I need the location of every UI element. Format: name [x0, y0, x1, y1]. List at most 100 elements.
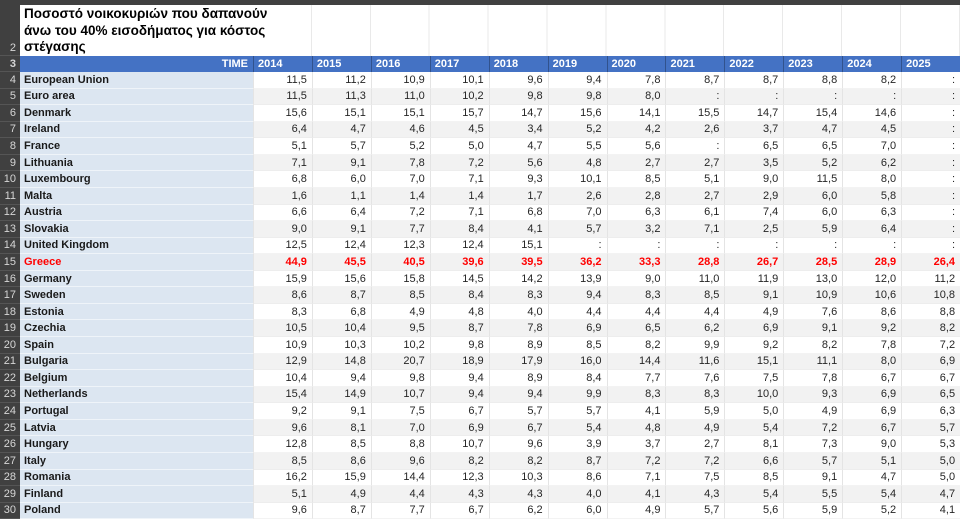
value-cell-finland-2025[interactable]: 4,7: [901, 486, 960, 503]
value-cell-slovakia-2015[interactable]: 9,1: [311, 221, 371, 238]
row-header-28[interactable]: 28: [0, 469, 20, 487]
value-cell-italy-2025[interactable]: 5,0: [901, 452, 960, 470]
value-cell-bulgaria-2023[interactable]: 11,1: [783, 353, 843, 371]
value-cell-germany-2021[interactable]: 11,0: [665, 270, 725, 288]
value-cell-spain-2023[interactable]: 8,2: [783, 337, 843, 354]
value-cell-portugal-2015[interactable]: 9,1: [311, 403, 371, 420]
value-cell-austria-2025[interactable]: :: [901, 204, 960, 222]
value-cell-denmark-2020[interactable]: 14,1: [606, 105, 666, 122]
value-cell-luxembourg-2015[interactable]: 6,0: [311, 171, 371, 188]
value-cell-germany-2014[interactable]: 15,9: [253, 270, 312, 288]
value-cell-spain-2016[interactable]: 10,2: [370, 337, 430, 354]
value-cell-bulgaria-2025[interactable]: 6,9: [901, 353, 960, 371]
value-cell-netherlands-2016[interactable]: 10,7: [370, 386, 430, 404]
country-cell-lithuania[interactable]: Lithuania: [20, 154, 253, 172]
country-cell-belgium[interactable]: Belgium: [20, 370, 253, 387]
country-cell-spain[interactable]: Spain: [20, 337, 253, 354]
value-cell-czechia-2020[interactable]: 6,5: [606, 320, 666, 337]
value-cell-luxembourg-2023[interactable]: 11,5: [783, 171, 843, 188]
value-cell-spain-2022[interactable]: 9,2: [724, 337, 784, 354]
value-cell-poland-2019[interactable]: 6,0: [547, 502, 607, 519]
row-header-26[interactable]: 26: [0, 436, 20, 453]
value-cell-czechia-2014[interactable]: 10,5: [253, 320, 312, 337]
value-cell-germany-2019[interactable]: 13,9: [547, 270, 607, 288]
value-cell-ireland-2021[interactable]: 2,6: [665, 121, 725, 139]
country-cell-finland[interactable]: Finland: [20, 486, 253, 503]
value-cell-spain-2020[interactable]: 8,2: [606, 337, 666, 354]
value-cell-european-union-2021[interactable]: 8,7: [665, 72, 725, 89]
value-cell-romania-2023[interactable]: 9,1: [783, 469, 843, 487]
value-cell-poland-2023[interactable]: 5,9: [783, 502, 843, 519]
row-header-23[interactable]: 23: [0, 386, 20, 404]
value-cell-france-2015[interactable]: 5,7: [311, 138, 371, 155]
value-cell-hungary-2025[interactable]: 5,3: [901, 436, 960, 453]
value-cell-estonia-2017[interactable]: 4,8: [429, 303, 489, 321]
value-cell-czechia-2022[interactable]: 6,9: [724, 320, 784, 337]
year-header-2016[interactable]: 2016: [370, 56, 430, 72]
value-cell-sweden-2018[interactable]: 8,3: [488, 287, 548, 304]
value-cell-sweden-2025[interactable]: 10,8: [901, 287, 960, 304]
value-cell-slovakia-2014[interactable]: 9,0: [253, 221, 312, 238]
row-header-25[interactable]: 25: [0, 419, 20, 437]
value-cell-austria-2023[interactable]: 6,0: [783, 204, 843, 222]
value-cell-finland-2016[interactable]: 4,4: [370, 486, 430, 503]
value-cell-malta-2017[interactable]: 1,4: [429, 187, 489, 205]
value-cell-luxembourg-2018[interactable]: 9,3: [488, 171, 548, 188]
value-cell-czechia-2023[interactable]: 9,1: [783, 320, 843, 337]
value-cell-estonia-2023[interactable]: 7,6: [783, 303, 843, 321]
value-cell-latvia-2020[interactable]: 4,8: [606, 419, 666, 437]
country-cell-euro-area[interactable]: Euro area: [20, 88, 253, 106]
value-cell-slovakia-2018[interactable]: 4,1: [488, 221, 548, 238]
value-cell-european-union-2016[interactable]: 10,9: [370, 72, 430, 89]
country-cell-denmark[interactable]: Denmark: [20, 105, 253, 122]
value-cell-sweden-2017[interactable]: 8,4: [429, 287, 489, 304]
value-cell-germany-2024[interactable]: 12,0: [842, 270, 902, 288]
row-header-24[interactable]: 24: [0, 403, 20, 420]
value-cell-germany-2025[interactable]: 11,2: [901, 270, 960, 288]
country-cell-austria[interactable]: Austria: [20, 204, 253, 222]
value-cell-greece-2017[interactable]: 39,6: [429, 254, 489, 271]
year-header-2025[interactable]: 2025: [901, 56, 960, 72]
value-cell-portugal-2020[interactable]: 4,1: [606, 403, 666, 420]
value-cell-poland-2020[interactable]: 4,9: [606, 502, 666, 519]
value-cell-lithuania-2015[interactable]: 9,1: [311, 154, 371, 172]
value-cell-united-kingdom-2025[interactable]: :: [901, 237, 960, 255]
value-cell-belgium-2017[interactable]: 9,4: [429, 370, 489, 387]
value-cell-luxembourg-2022[interactable]: 9,0: [724, 171, 784, 188]
value-cell-malta-2015[interactable]: 1,1: [311, 187, 371, 205]
value-cell-romania-2016[interactable]: 14,4: [370, 469, 430, 487]
value-cell-malta-2020[interactable]: 2,8: [606, 187, 666, 205]
value-cell-euro-area-2015[interactable]: 11,3: [311, 88, 371, 106]
value-cell-slovakia-2021[interactable]: 7,1: [665, 221, 725, 238]
value-cell-hungary-2014[interactable]: 12,8: [253, 436, 312, 453]
value-cell-austria-2019[interactable]: 7,0: [547, 204, 607, 222]
value-cell-romania-2019[interactable]: 8,6: [547, 469, 607, 487]
row-header-9[interactable]: 9: [0, 154, 20, 172]
row-header-19[interactable]: 19: [0, 320, 20, 337]
value-cell-ireland-2019[interactable]: 5,2: [547, 121, 607, 139]
country-cell-united-kingdom[interactable]: United Kingdom: [20, 237, 253, 255]
value-cell-bulgaria-2022[interactable]: 15,1: [724, 353, 784, 371]
value-cell-latvia-2022[interactable]: 5,4: [724, 419, 784, 437]
value-cell-ireland-2018[interactable]: 3,4: [488, 121, 548, 139]
value-cell-netherlands-2025[interactable]: 6,5: [901, 386, 960, 404]
value-cell-belgium-2014[interactable]: 10,4: [253, 370, 312, 387]
value-cell-european-union-2017[interactable]: 10,1: [429, 72, 489, 89]
value-cell-lithuania-2018[interactable]: 5,6: [488, 154, 548, 172]
value-cell-austria-2015[interactable]: 6,4: [311, 204, 371, 222]
value-cell-italy-2019[interactable]: 8,7: [547, 452, 607, 470]
value-cell-austria-2016[interactable]: 7,2: [370, 204, 430, 222]
value-cell-european-union-2014[interactable]: 11,5: [253, 72, 312, 89]
value-cell-lithuania-2022[interactable]: 3,5: [724, 154, 784, 172]
row-header-21[interactable]: 21: [0, 353, 20, 371]
value-cell-euro-area-2023[interactable]: :: [783, 88, 843, 106]
value-cell-czechia-2025[interactable]: 8,2: [901, 320, 960, 337]
value-cell-france-2024[interactable]: 7,0: [842, 138, 902, 155]
value-cell-poland-2015[interactable]: 8,7: [311, 502, 371, 519]
value-cell-united-kingdom-2022[interactable]: :: [724, 237, 784, 255]
value-cell-romania-2022[interactable]: 8,5: [724, 469, 784, 487]
value-cell-denmark-2014[interactable]: 15,6: [253, 105, 312, 122]
value-cell-austria-2024[interactable]: 6,3: [842, 204, 902, 222]
value-cell-germany-2018[interactable]: 14,2: [488, 270, 548, 288]
country-cell-netherlands[interactable]: Netherlands: [20, 386, 253, 404]
